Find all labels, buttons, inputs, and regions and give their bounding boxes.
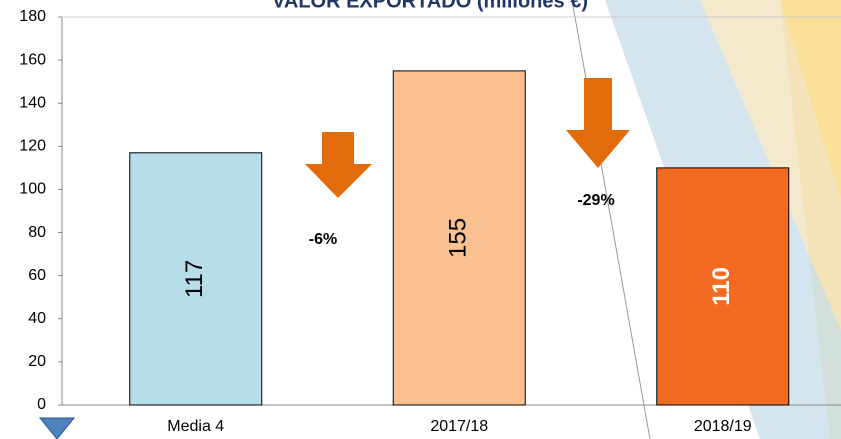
x-tick-label: Media 4 — [167, 418, 224, 435]
y-tick-label: 60 — [28, 267, 46, 284]
y-tick-label: 40 — [28, 310, 46, 327]
bar — [656, 167, 790, 406]
y-tick-label: 20 — [28, 353, 46, 370]
bar — [392, 70, 526, 406]
annotation: -29% — [577, 192, 614, 209]
annotation: -6% — [309, 231, 337, 248]
value-label: 110 — [708, 267, 735, 306]
value-label: 117 — [181, 260, 208, 298]
y-tick-label: 140 — [19, 94, 46, 111]
y-tick-label: 180 — [19, 8, 46, 25]
y-tick-label: 120 — [19, 138, 46, 155]
y-tick-label: 0 — [37, 396, 46, 413]
y-tick-label: 160 — [19, 51, 46, 68]
value-label: 155 — [445, 218, 472, 258]
x-tick-label: 2018/19 — [694, 418, 752, 435]
arrows — [305, 78, 630, 198]
chart-title: VALOR EXPORTADO (millones €) — [272, 0, 588, 12]
x-tick-label: 2017/18 — [430, 418, 488, 435]
y-tick-label: 100 — [19, 181, 46, 198]
bar — [129, 152, 263, 406]
y-tick-label: 80 — [28, 224, 46, 241]
